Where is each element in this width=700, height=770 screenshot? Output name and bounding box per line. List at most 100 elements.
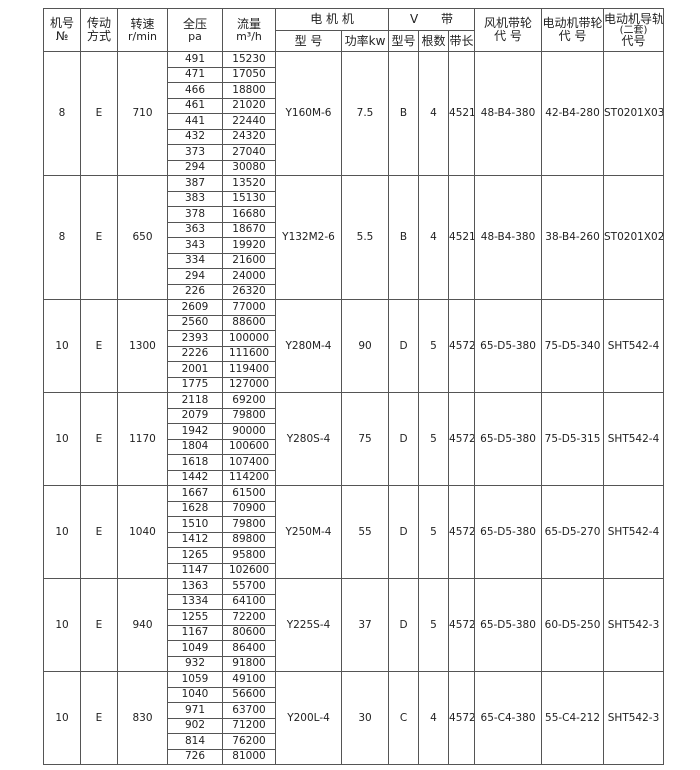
pressure-cell: 1775 — [167, 376, 223, 393]
table-row: 1265 95800 — [44, 547, 664, 564]
drive-cell: E — [80, 51, 118, 176]
flow-cell: 22440 — [222, 113, 276, 130]
header-belt-type: 型号 — [388, 30, 420, 52]
drive-cell: E — [80, 578, 118, 672]
flow-cell: 61500 — [222, 485, 276, 502]
pressure-cell: 466 — [167, 82, 223, 99]
motor-power-cell: 5.5 — [340, 175, 390, 300]
table-row: 10 E 1040 1667 61500 Y250M-4 55 D 5 4572 65-D5-380… — [43, 485, 665, 579]
machine-no-cell: 10 — [43, 578, 81, 672]
pressure-cell: 1510 — [167, 516, 223, 533]
drive-cell: E — [80, 671, 118, 765]
machine-no-cell: 10 — [43, 485, 81, 579]
fan-spec-table: 机号 № 传动 方式 转速 r/min 全压 pa 流量 m³/h 电 机 机 V 带 风… — [43, 8, 665, 765]
belt-count-cell: 5 — [418, 299, 450, 393]
pressure-cell: 387 — [167, 175, 223, 192]
pressure-cell: 1167 — [167, 624, 223, 641]
belt-type-cell: C — [388, 671, 420, 765]
pressure-cell: 932 — [167, 655, 223, 672]
belt-count-cell: 4 — [418, 175, 450, 300]
table-row: 363 18670 — [44, 221, 664, 238]
pressure-cell: 1334 — [167, 593, 223, 610]
header-motor-rail: 电动机导轨 (二套) 代号 — [603, 8, 665, 52]
belt-type-cell: D — [388, 299, 420, 393]
pressure-cell: 1255 — [167, 609, 223, 626]
pressure-cell: 1265 — [167, 547, 223, 564]
fan-pulley-cell: 65-D5-380 — [474, 392, 543, 486]
motor-model-cell: Y280S-4 — [275, 392, 342, 486]
belt-length-cell: 4572 — [448, 299, 476, 393]
flow-cell: 111600 — [222, 345, 276, 362]
motor-model-cell: Y132M2-6 — [275, 175, 342, 300]
motor-power-cell: 90 — [340, 299, 390, 393]
belt-type-cell: D — [388, 485, 420, 579]
table-row: 2226 111600 — [44, 345, 664, 362]
motor-rail-cell: SHT542-4 — [603, 299, 665, 393]
fan-pulley-cell: 65-D5-380 — [474, 485, 543, 579]
machine-no-cell: 10 — [43, 299, 81, 393]
pressure-cell: 971 — [167, 702, 223, 719]
flow-cell: 86400 — [222, 640, 276, 657]
flow-cell: 63700 — [222, 702, 276, 719]
fan-pulley-cell: 48-B4-380 — [474, 51, 543, 176]
pressure-cell: 294 — [167, 159, 223, 176]
flow-cell: 15230 — [222, 51, 276, 68]
motor-rail-cell: ST0201X02 — [603, 175, 665, 300]
belt-count-cell: 4 — [418, 51, 450, 176]
motor-power-cell: 37 — [340, 578, 390, 672]
header-speed: 转速 r/min — [117, 8, 168, 52]
table-row: 726 81000 — [44, 748, 664, 765]
pressure-cell: 1363 — [167, 578, 223, 595]
motor-rail-cell: SHT542-3 — [603, 578, 665, 672]
motor-pulley-cell: 42-B4-280 — [541, 51, 605, 176]
drive-cell: E — [80, 299, 118, 393]
flow-cell: 95800 — [222, 547, 276, 564]
pressure-cell: 373 — [167, 144, 223, 161]
flow-cell: 91800 — [222, 655, 276, 672]
speed-cell: 1170 — [117, 392, 168, 486]
table-row: 373 27040 — [44, 144, 664, 161]
pressure-cell: 2609 — [167, 299, 223, 316]
belt-length-cell: 4572 — [448, 392, 476, 486]
pressure-cell: 2560 — [167, 314, 223, 331]
belt-type-cell: D — [388, 392, 420, 486]
header-flow: 流量 m³/h — [222, 8, 276, 52]
pressure-cell: 2226 — [167, 345, 223, 362]
table-row: 971 63700 — [44, 702, 664, 719]
pressure-cell: 383 — [167, 190, 223, 207]
flow-cell: 100600 — [222, 438, 276, 455]
pressure-cell: 1804 — [167, 438, 223, 455]
flow-cell: 72200 — [222, 609, 276, 626]
flow-cell: 21020 — [222, 97, 276, 114]
flow-cell: 64100 — [222, 593, 276, 610]
header-vbelt: V 带 — [388, 8, 476, 31]
drive-cell: E — [80, 175, 118, 300]
header-motor: 电 机 机 — [274, 8, 390, 31]
motor-pulley-cell: 75-D5-340 — [541, 299, 605, 393]
fan-pulley-cell: 65-D5-380 — [474, 578, 543, 672]
table-row: 2001 119400 — [44, 361, 664, 378]
table-row: 1618 107400 — [44, 454, 664, 471]
motor-rail-cell: SHT542-3 — [603, 671, 665, 765]
speed-cell: 1040 — [117, 485, 168, 579]
pressure-cell: 1628 — [167, 500, 223, 517]
flow-cell: 55700 — [222, 578, 276, 595]
pressure-cell: 1942 — [167, 423, 223, 440]
motor-rail-cell: ST0201X03 — [603, 51, 665, 176]
pressure-cell: 1667 — [167, 485, 223, 502]
motor-model-cell: Y225S-4 — [275, 578, 342, 672]
belt-count-cell: 5 — [418, 485, 450, 579]
header-machine-no: 机号 № — [43, 8, 81, 52]
flow-cell: 16680 — [222, 206, 276, 223]
belt-length-cell: 4572 — [448, 485, 476, 579]
belt-count-cell: 5 — [418, 392, 450, 486]
pressure-cell: 726 — [167, 748, 223, 765]
motor-pulley-cell: 38-B4-260 — [541, 175, 605, 300]
motor-power-cell: 55 — [340, 485, 390, 579]
flow-cell: 17050 — [222, 66, 276, 83]
belt-type-cell: B — [388, 175, 420, 300]
belt-length-cell: 4572 — [448, 671, 476, 765]
belt-count-cell: 4 — [418, 671, 450, 765]
table-row: 10 E 940 1363 55700 Y225S-4 37 D 5 4572 65-D5-380 6… — [43, 578, 665, 672]
flow-cell: 79800 — [222, 516, 276, 533]
